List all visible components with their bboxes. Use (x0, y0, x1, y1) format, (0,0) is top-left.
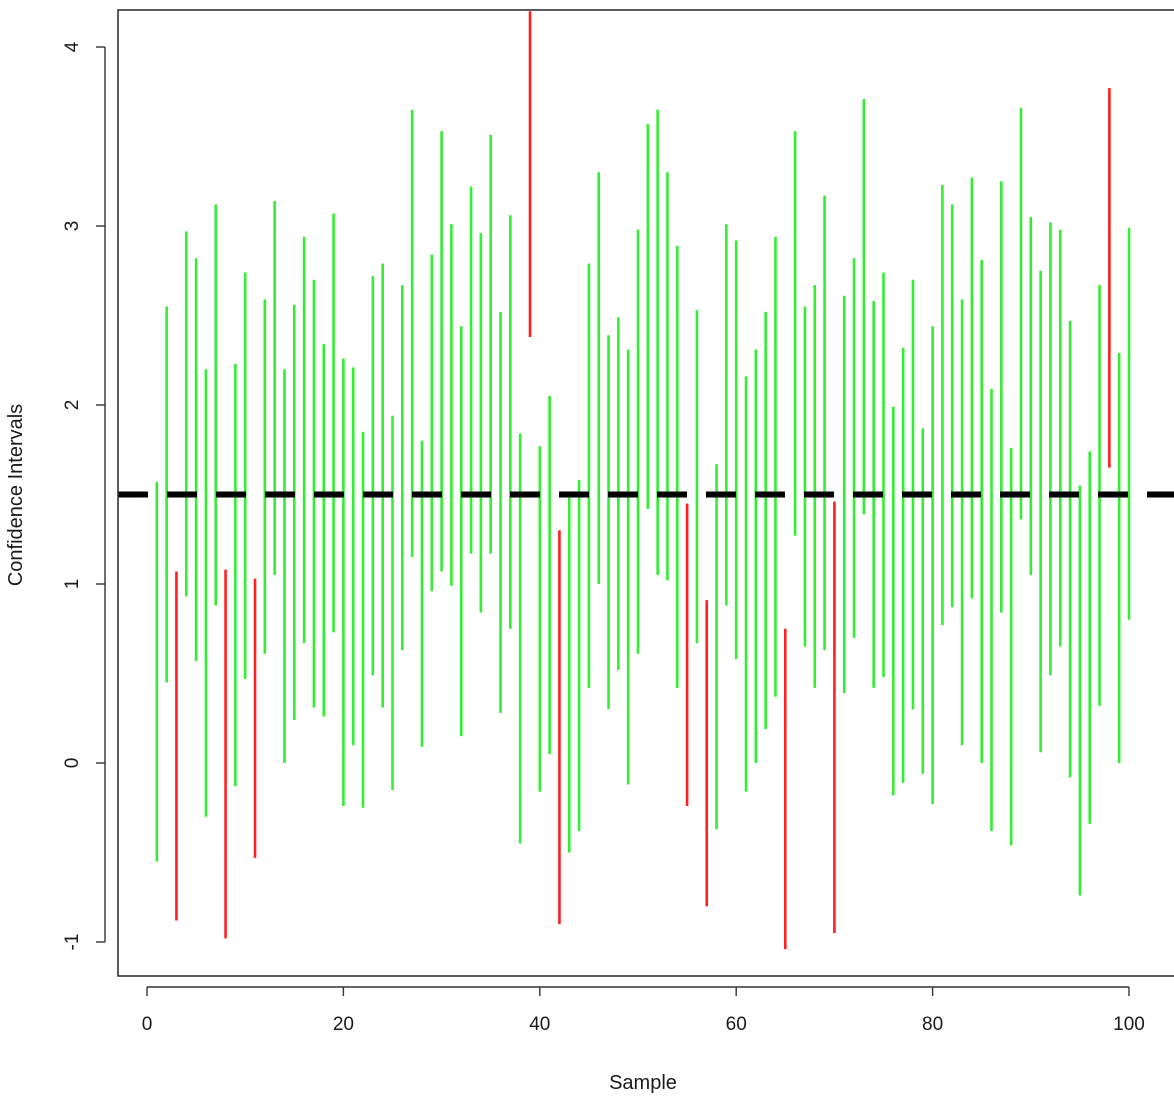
y-tick-label-3: 3 (62, 221, 83, 232)
x-tick-label-100: 100 (1113, 1014, 1145, 1035)
intervals-layer (155, 11, 1131, 950)
x-tick-label-20: 20 (333, 1014, 354, 1035)
x-axis-title: Sample (609, 1072, 677, 1094)
y-axis-title: Confidence Intervals (5, 404, 27, 586)
plot-frame (117, 9, 1174, 977)
y-tick-label-4: 4 (62, 41, 83, 52)
x-tick-label-80: 80 (922, 1014, 943, 1035)
x-tick-label-0: 0 (142, 1014, 153, 1035)
x-tick-label-40: 40 (529, 1014, 550, 1035)
x-tick-label-60: 60 (726, 1014, 747, 1035)
y-tick-label-2: 2 (62, 400, 83, 411)
y-tick-label-1: 1 (62, 579, 83, 590)
y-tick-label-0: 0 (62, 758, 83, 769)
axes-layer: 0 20 40 60 80 100 -1 0 1 2 3 4 (62, 9, 1174, 1035)
y-tick-label--1: -1 (62, 934, 83, 951)
